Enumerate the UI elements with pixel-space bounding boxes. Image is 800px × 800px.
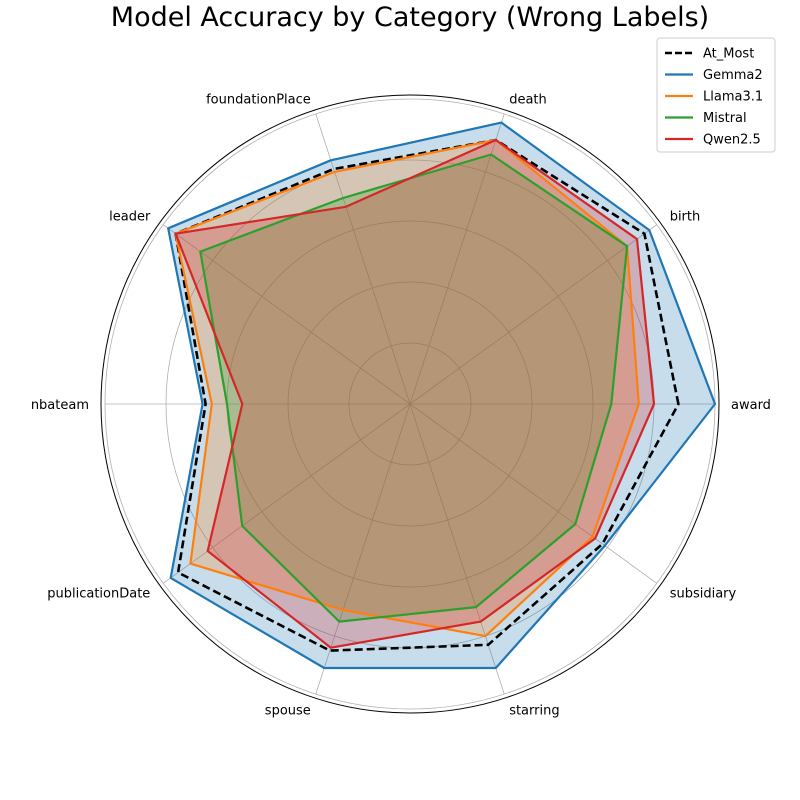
grid-spoke: [409, 403, 657, 584]
category-label: starring: [509, 703, 559, 718]
series-area-gemma2: [168, 122, 715, 669]
series-area-qwen2-5: [175, 140, 654, 648]
legend: At_Most Gemma2 Llama3.1 Mistral Qwen2.5: [656, 37, 776, 153]
grid-spoke: [163, 403, 411, 584]
grid-spoke: [409, 113, 505, 405]
grid-spoke: [315, 403, 411, 695]
category-label: award: [731, 398, 771, 413]
grid-spoke: [315, 113, 411, 405]
category-label: subsidiary: [670, 587, 737, 602]
series-line-mistral: [199, 153, 629, 623]
category-label: nbateam: [31, 398, 89, 413]
legend-frame: [656, 37, 776, 153]
series-fills: [168, 122, 715, 669]
chart-title: Model Accuracy by Category (Wrong Labels…: [111, 2, 709, 33]
category-label: spouse: [265, 703, 311, 718]
category-label: publicationDate: [47, 587, 150, 602]
series-line-gemma2: [167, 121, 717, 670]
legend-label: At_Most: [703, 47, 754, 62]
legend-label: Qwen2.5: [703, 133, 761, 148]
series-line-at-most: [174, 138, 680, 652]
series-line-llama3-1: [174, 138, 640, 638]
category-label: leader: [109, 209, 151, 224]
series-area-llama3-1: [175, 140, 639, 637]
legend-label: Mistral: [703, 111, 747, 126]
series-line-qwen2-5: [174, 138, 656, 649]
grid-spoke: [163, 224, 411, 405]
legend-label: Gemma2: [703, 68, 763, 83]
series-area-mistral: [200, 154, 628, 622]
category-label: birth: [670, 209, 701, 224]
legend-label: Llama3.1: [703, 90, 763, 105]
grid-spoke: [409, 224, 657, 405]
category-label: foundationPlace: [206, 93, 311, 108]
series-lines: [167, 121, 717, 670]
category-labels: award birth death foundationPlace leader nbat…: [31, 93, 771, 719]
outer-frame: [100, 94, 720, 714]
category-label: death: [509, 93, 547, 108]
